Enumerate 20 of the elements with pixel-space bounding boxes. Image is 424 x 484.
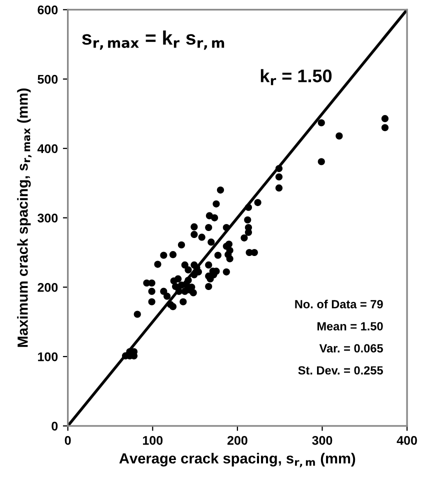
annotation: Mean = 1.50 xyxy=(317,322,383,330)
x-tick-label: 100 xyxy=(143,436,163,445)
annotation: s$_{r,max}$ = k$_{r}$ s$_{r,m}$ xyxy=(82,30,224,50)
y-tick-label: 0 xyxy=(52,422,58,431)
x-axis-title: Average crack spacing, s$_{r,m}$ (mm) xyxy=(119,452,356,468)
x-tick-label: 0 xyxy=(64,436,71,445)
annotation: No. of Data = 79 xyxy=(295,300,383,308)
y-axis-title: Maximum crack spacing, s$_{r,max}$ (mm) xyxy=(17,88,32,347)
y-tick-label: 100 xyxy=(38,352,58,362)
annotation: Var. = 0.065 xyxy=(319,344,383,352)
x-tick-label: 200 xyxy=(227,436,248,445)
y-tick-label: 600 xyxy=(38,5,58,14)
y-tick-label: 500 xyxy=(38,74,58,84)
y-tick-label: 200 xyxy=(38,282,58,292)
y-tick-label: 400 xyxy=(37,144,58,154)
x-tick-label: 400 xyxy=(396,436,417,445)
x-tick-label: 300 xyxy=(312,436,332,445)
annotation: k$_{r}$ = 1.50 xyxy=(260,69,332,86)
annotation: St. Dev. = 0.255 xyxy=(298,366,383,375)
y-tick-label: 300 xyxy=(38,214,58,222)
